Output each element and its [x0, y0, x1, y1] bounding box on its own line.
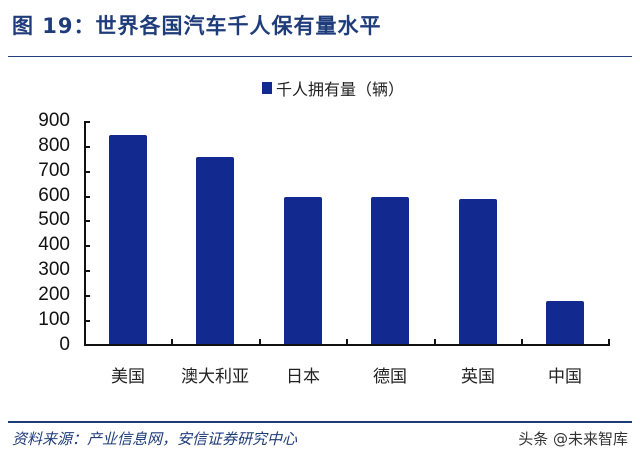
- source-note: 资料来源：产业信息网，安信证券研究中心: [12, 430, 298, 448]
- x-label-germany: 德国: [373, 367, 407, 387]
- plot-area: [84, 121, 610, 345]
- x-label-usa: 美国: [111, 367, 145, 387]
- x-label-japan: 日本: [286, 367, 320, 387]
- x-tick-mark: [434, 339, 436, 345]
- y-tick-label: 200: [38, 284, 70, 305]
- figure-title: 图 19：世界各国汽车千人保有量水平: [12, 14, 382, 38]
- x-axis: [84, 344, 610, 346]
- legend-label: 千人拥有量（辆）: [276, 80, 405, 99]
- bar-uk: [459, 198, 497, 345]
- x-tick-mark: [521, 339, 523, 345]
- y-tick-mark: [84, 220, 90, 222]
- y-tick-mark: [84, 245, 90, 247]
- y-tick-label: 600: [38, 185, 70, 206]
- chart-legend: 千人拥有量（辆）: [262, 76, 404, 100]
- footer-divider: [8, 421, 632, 423]
- y-tick-mark: [84, 171, 90, 173]
- x-tick-mark: [608, 339, 610, 345]
- title-divider: [8, 56, 632, 57]
- watermark: 头条 @未来智库: [518, 430, 628, 448]
- y-tick-label: 300: [38, 259, 70, 280]
- y-tick-mark: [84, 270, 90, 272]
- x-tick-mark: [346, 339, 348, 345]
- x-label-uk: 英国: [461, 367, 495, 387]
- bar-germany: [371, 196, 409, 345]
- y-tick-mark: [84, 121, 90, 123]
- bar-china: [546, 300, 584, 345]
- x-tick-mark: [171, 339, 173, 345]
- y-tick-label: 700: [38, 160, 70, 181]
- y-tick-label: 900: [38, 110, 70, 131]
- y-tick-label: 800: [38, 135, 70, 156]
- y-tick-label: 0: [59, 334, 70, 355]
- y-tick-mark: [84, 196, 90, 198]
- bar-usa: [109, 134, 147, 345]
- y-tick-mark: [84, 320, 90, 322]
- y-tick-label: 400: [38, 234, 70, 255]
- y-tick-mark: [84, 295, 90, 297]
- x-tick-mark: [259, 339, 261, 345]
- y-axis: [84, 121, 86, 346]
- bar-australia: [196, 157, 234, 345]
- y-tick-label: 500: [38, 209, 70, 230]
- y-tick-mark: [84, 146, 90, 148]
- bar-japan: [284, 196, 322, 345]
- x-label-china: 中国: [548, 367, 582, 387]
- legend-swatch: [262, 82, 272, 94]
- x-label-australia: 澳大利亚: [181, 367, 249, 387]
- y-tick-label: 100: [38, 309, 70, 330]
